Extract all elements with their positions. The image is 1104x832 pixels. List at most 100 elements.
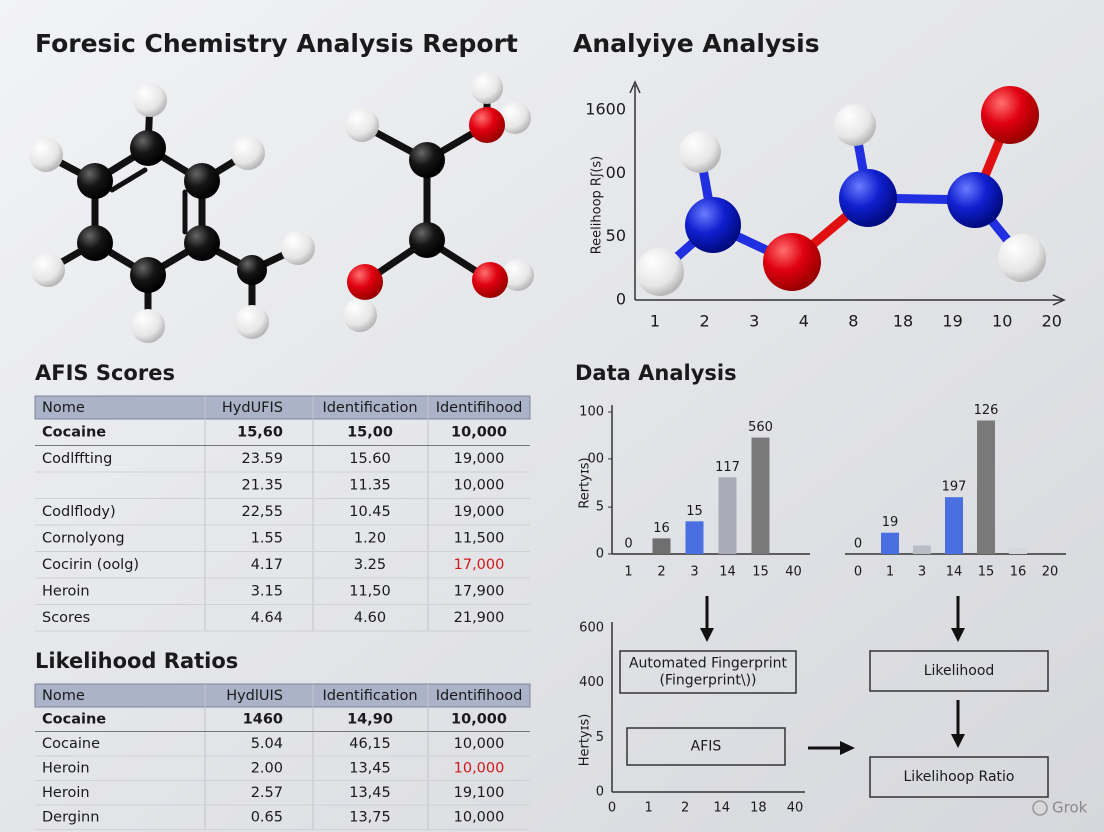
x-tick-label: 19 bbox=[942, 312, 962, 331]
table-cell: Codlflody) bbox=[42, 504, 116, 520]
table-cell: 4.60 bbox=[354, 610, 386, 626]
x-tick-label: 20 bbox=[1042, 312, 1062, 331]
flow-box bbox=[869, 650, 1049, 692]
y-axis-label: Hertyɪs) bbox=[578, 714, 593, 767]
x-tick-label: 20 bbox=[1042, 565, 1059, 580]
x-tick-label: 1 bbox=[886, 565, 894, 580]
column-header: Identification bbox=[322, 688, 417, 704]
table-cell: 10,000 bbox=[454, 809, 505, 825]
x-tick-label: 2 bbox=[681, 801, 689, 816]
watermark: Grok bbox=[1052, 799, 1088, 817]
y-tick-label: 50 bbox=[606, 226, 626, 245]
column-header: Identification bbox=[322, 400, 417, 416]
table-cell: 21.35 bbox=[241, 477, 283, 493]
section-title: Data Analysis bbox=[575, 361, 737, 385]
x-tick-label: 2 bbox=[657, 565, 665, 580]
table-cell: Codlffting bbox=[42, 451, 112, 467]
bar bbox=[652, 538, 671, 554]
table-cell: Cocaine bbox=[42, 711, 106, 727]
bar-annotation: 19 bbox=[882, 515, 899, 530]
column-header: Identifihood bbox=[436, 400, 523, 416]
table-cell: 10,000 bbox=[451, 711, 507, 727]
x-tick-label: 18 bbox=[750, 801, 767, 816]
table-cell: 11,500 bbox=[454, 530, 505, 546]
table-cell: Heroin bbox=[42, 583, 90, 599]
flow-box bbox=[626, 727, 786, 766]
table-cell: 19,000 bbox=[454, 451, 505, 467]
table-cell: 3.25 bbox=[354, 557, 386, 573]
x-tick-label: 0 bbox=[854, 565, 862, 580]
y-tick-label: 0 bbox=[596, 547, 604, 562]
table-cell: Cocaine bbox=[42, 736, 100, 752]
x-tick-label: 18 bbox=[893, 312, 913, 331]
arrow bbox=[700, 596, 965, 755]
x-tick-label: 14 bbox=[714, 801, 731, 816]
flow-box bbox=[619, 650, 797, 694]
x-tick-label: 10 bbox=[992, 312, 1012, 331]
report-title: Foresic Chemistry Analysis Report bbox=[35, 29, 518, 58]
table-cell: Heroin bbox=[42, 785, 90, 801]
y-axis-label: Rertyɪs) bbox=[578, 457, 593, 508]
table-cell: 23.59 bbox=[241, 451, 283, 467]
column-header: Nome bbox=[42, 400, 85, 416]
table-cell: 1.20 bbox=[354, 530, 386, 546]
y-tick-label: 00 bbox=[587, 451, 604, 466]
x-tick-label: 4 bbox=[799, 312, 809, 331]
column-header: HydlUIS bbox=[226, 688, 283, 704]
bar bbox=[881, 532, 899, 554]
molecule bbox=[29, 83, 315, 343]
bar bbox=[718, 477, 737, 554]
x-tick-label: 15 bbox=[752, 565, 769, 580]
column-header: Identifihood bbox=[436, 688, 523, 704]
chart-title: Analyiye Analysis bbox=[573, 29, 820, 58]
table-cell: Cornolyong bbox=[42, 530, 125, 546]
column-header: HydUFIS bbox=[222, 400, 283, 416]
table-cell: 11.35 bbox=[349, 477, 391, 493]
bar bbox=[1009, 548, 1027, 554]
x-tick-label: 1 bbox=[644, 801, 652, 816]
bar-annotation: 15 bbox=[686, 504, 703, 519]
table-cell: Heroin bbox=[42, 760, 90, 776]
bar bbox=[685, 521, 704, 554]
table-cell: 1.55 bbox=[251, 530, 283, 546]
y-axis-label: Reelihoop Rʃ(s) bbox=[590, 156, 605, 255]
bar-annotation: 197 bbox=[942, 480, 967, 495]
x-tick-label: 16 bbox=[1010, 565, 1027, 580]
bar-annotation: 16 bbox=[653, 521, 670, 536]
x-tick-label: 0 bbox=[608, 801, 616, 816]
table-cell: 10,000 bbox=[451, 424, 507, 440]
molecule bbox=[343, 72, 534, 332]
table-cell: 5.04 bbox=[251, 736, 283, 752]
flow-box-label: Likelihood bbox=[924, 663, 995, 679]
x-tick-label: 14 bbox=[946, 565, 963, 580]
bar bbox=[977, 420, 995, 554]
flow-box-label: AFIS bbox=[691, 739, 722, 755]
y-tick-label: 5 bbox=[596, 730, 604, 745]
table-cell: 15,00 bbox=[347, 424, 393, 440]
y-tick-label: 0 bbox=[596, 785, 604, 800]
table-cell: 1460 bbox=[243, 711, 283, 727]
x-tick-label: 14 bbox=[719, 565, 736, 580]
y-tick-label: 00 bbox=[606, 163, 626, 182]
x-tick-label: 3 bbox=[690, 565, 698, 580]
table-header bbox=[34, 683, 531, 708]
table-cell: 2.57 bbox=[251, 785, 283, 801]
y-tick-label: 1600 bbox=[585, 100, 626, 119]
table-cell: 19,000 bbox=[454, 504, 505, 520]
x-tick-label: 40 bbox=[785, 565, 802, 580]
x-tick-label: 8 bbox=[848, 312, 858, 331]
y-tick-label: 100 bbox=[579, 405, 604, 420]
x-tick-label: 3 bbox=[918, 565, 926, 580]
table-header bbox=[34, 395, 531, 420]
table-cell: 4.64 bbox=[251, 610, 283, 626]
bar bbox=[751, 437, 770, 554]
bar-annotation: 117 bbox=[715, 460, 740, 475]
table-cell: 21,900 bbox=[454, 610, 505, 626]
molecule bbox=[636, 86, 1046, 296]
table-cell: 3.15 bbox=[251, 583, 283, 599]
x-tick-label: 1 bbox=[624, 565, 632, 580]
y-tick-label: 5 bbox=[596, 500, 604, 515]
y-tick-label: 600 bbox=[579, 621, 604, 636]
table-cell: 15,60 bbox=[237, 424, 283, 440]
